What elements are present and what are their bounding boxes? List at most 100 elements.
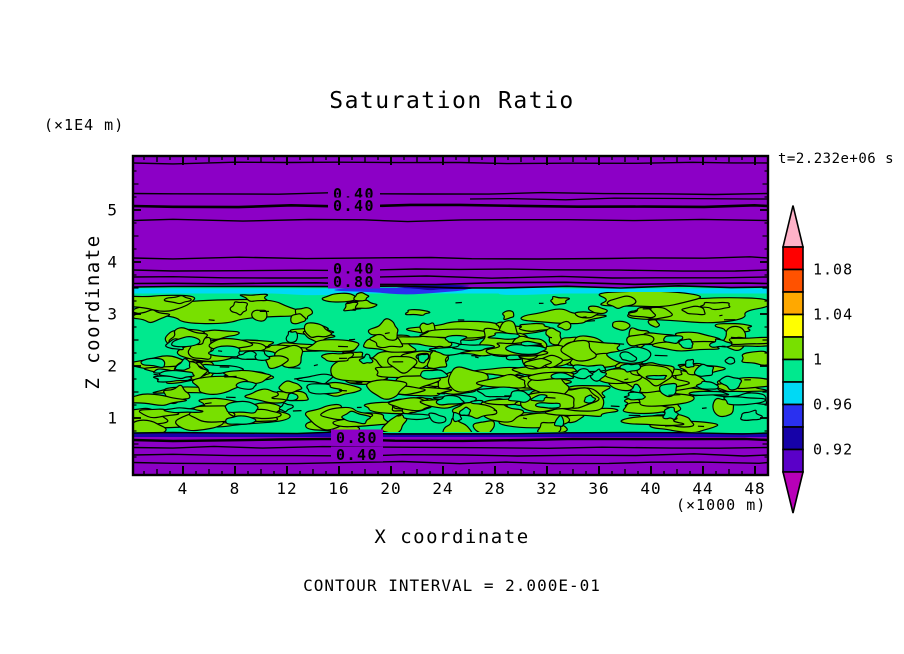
contour-speck (218, 350, 223, 352)
contour-line (132, 281, 769, 286)
contour-blob (278, 380, 303, 394)
x-axis-title: X coordinate (374, 526, 530, 548)
contour-hole (662, 406, 679, 420)
contour-speck (719, 314, 723, 317)
x-tick-label: 44 (692, 479, 713, 498)
contour-label: 0.80 (336, 429, 378, 447)
contour-hole (174, 358, 191, 371)
contour-hole (163, 407, 204, 414)
y-axis-unit-label: (×1E4 m) (44, 116, 125, 134)
contour-hole (428, 412, 447, 424)
contour-blob (251, 309, 268, 322)
contour-hole (224, 400, 259, 414)
contour-hole (693, 363, 715, 377)
contour-hole (505, 354, 522, 361)
contour-speck (548, 336, 553, 339)
contour-label-mask (331, 446, 383, 462)
contour-hole (358, 353, 374, 365)
contour-hole (507, 389, 532, 403)
contour-speck (153, 373, 159, 376)
contour-label: 0.40 (333, 197, 375, 215)
contour-blob (188, 405, 238, 423)
y-tick-label: 2 (107, 357, 117, 376)
x-tick-label: 20 (380, 479, 401, 498)
contour-blob (626, 333, 655, 347)
colorbar-segment (782, 268, 804, 293)
contour-blob (550, 295, 571, 306)
contour-blob (520, 308, 607, 325)
contour-blob (134, 393, 188, 406)
contour-hole (684, 358, 695, 369)
contour-blob (290, 313, 307, 325)
x-tick-label: 12 (276, 479, 297, 498)
contour-blob (229, 301, 249, 316)
contour-blob (628, 306, 657, 319)
contour-blob (305, 339, 360, 353)
y-tick-label: 1 (107, 409, 117, 428)
contour-blob (647, 319, 660, 328)
contour-blob (475, 373, 526, 389)
contour-speck (584, 320, 596, 322)
contour-hole (645, 374, 668, 381)
contour-blob (343, 301, 359, 312)
contour-speck (224, 375, 237, 378)
x-tick-label: 8 (230, 479, 241, 498)
contour-blob (502, 310, 515, 321)
contour-speck (313, 364, 318, 367)
colorbar-segment (782, 336, 804, 361)
contour-blob (741, 350, 767, 366)
colorbar-segment (782, 291, 804, 316)
contour-blob (330, 356, 391, 383)
contour-hole (619, 351, 638, 362)
contour-label-mask (328, 273, 380, 289)
contour-speck (730, 336, 741, 339)
x-tick-label: 40 (640, 479, 661, 498)
contour-blob (523, 357, 552, 369)
contour-blob (557, 320, 572, 331)
contour-hole (583, 394, 597, 404)
contour-blob (163, 295, 192, 305)
contour-blob (321, 292, 357, 303)
contour-hole (658, 382, 678, 398)
contour-speck (624, 378, 629, 381)
contour-line (132, 437, 769, 443)
contour-hole (663, 335, 684, 344)
colorbar: 1.08 1.04 1 0.96 0.92 (781, 205, 853, 514)
contour-hole (724, 356, 736, 365)
contour-line (132, 285, 769, 289)
contour-blob (367, 318, 399, 341)
y-tick-label: 5 (107, 201, 117, 220)
colorbar-segment (782, 313, 804, 338)
contour-hole (550, 372, 575, 380)
contour-blob (681, 305, 706, 316)
contour-blob (134, 309, 171, 324)
contour-speck (288, 367, 301, 369)
contour-blob (264, 355, 289, 370)
contour-speck (208, 319, 215, 321)
contour-hole (285, 330, 299, 344)
contour-hole (688, 390, 730, 397)
contour-hole (458, 406, 472, 416)
contour-speck (204, 402, 212, 405)
contour-speck (522, 417, 528, 420)
colorbar-tick-label: 0.92 (813, 441, 853, 459)
contour-label-mask (328, 185, 380, 201)
contour-hole (623, 391, 646, 401)
contour-blob (545, 327, 563, 346)
contour-blob (387, 355, 418, 374)
contour-hole (207, 345, 241, 358)
contour-line (132, 218, 769, 223)
contour-hole (487, 332, 520, 340)
navy-strip (133, 433, 768, 437)
contour-blob (442, 417, 473, 432)
contour-blob (239, 293, 269, 302)
contour-line (132, 203, 769, 209)
colorbar-tick-label: 1.08 (813, 261, 853, 279)
contour-hole (470, 399, 484, 405)
time-annotation: t=2.232e+06 s (778, 151, 895, 167)
contour-hole (678, 338, 694, 350)
contour-hole (444, 334, 468, 345)
contour-label: 0.80 (333, 273, 375, 291)
colorbar-segment (782, 426, 804, 451)
contour-hole (452, 411, 463, 423)
